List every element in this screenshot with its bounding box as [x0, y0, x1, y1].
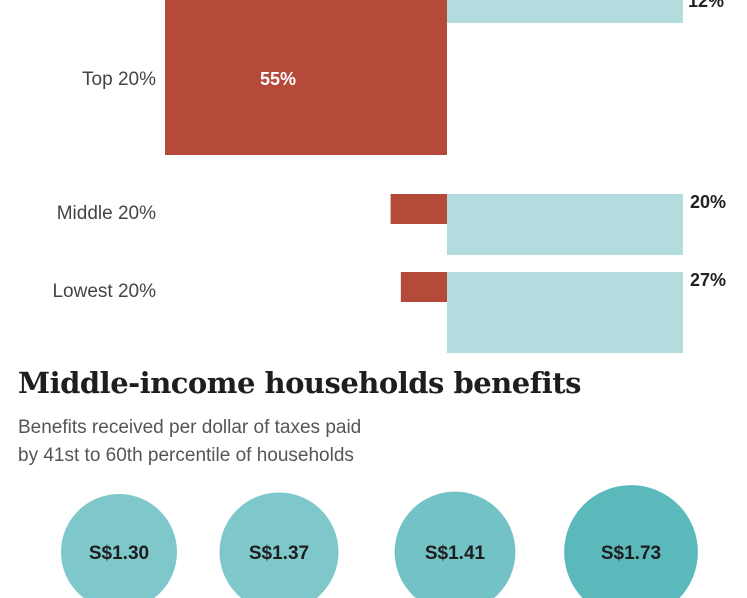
bar-teal-3 [447, 272, 683, 353]
bar-red-2 [390, 194, 447, 224]
bar-red-label-1: 55% [260, 69, 296, 89]
bubble-label-4: S$1.73 [601, 543, 661, 564]
category-label-1: Top 20% [82, 69, 156, 90]
bar-teal-2 [447, 194, 683, 255]
bubble-4 [564, 485, 698, 598]
section-title: Middle-income households benefits [18, 366, 581, 400]
bar-teal-label-1: 12% [688, 0, 724, 11]
bubble-3 [394, 491, 516, 598]
bar-teal-1 [447, 0, 683, 23]
bar-teal-label-2: 20% [690, 192, 726, 212]
section-subtitle: Benefits received per dollar of taxes pa… [18, 414, 538, 470]
category-label-3: Lowest 20% [52, 281, 156, 302]
bubble-label-1: S$1.30 [89, 543, 149, 564]
bubble-2 [219, 492, 339, 598]
bar-red-label-2: 11% [263, 203, 298, 223]
section-subtitle-line-2: by 41st to 60th percentile of households [18, 445, 354, 466]
category-label-2: Middle 20% [57, 203, 156, 224]
section-subtitle-line-1: Benefits received per dollar of taxes pa… [18, 417, 362, 438]
bubble-1 [61, 494, 177, 598]
bar-red-1 [165, 0, 447, 155]
bubble-label-2: S$1.37 [249, 543, 309, 564]
bubble-label-3: S$1.41 [425, 543, 486, 564]
bar-red-3 [400, 272, 447, 302]
bar-teal-label-3: 27% [690, 270, 726, 290]
bar-red-label-3: 9% [268, 281, 294, 301]
